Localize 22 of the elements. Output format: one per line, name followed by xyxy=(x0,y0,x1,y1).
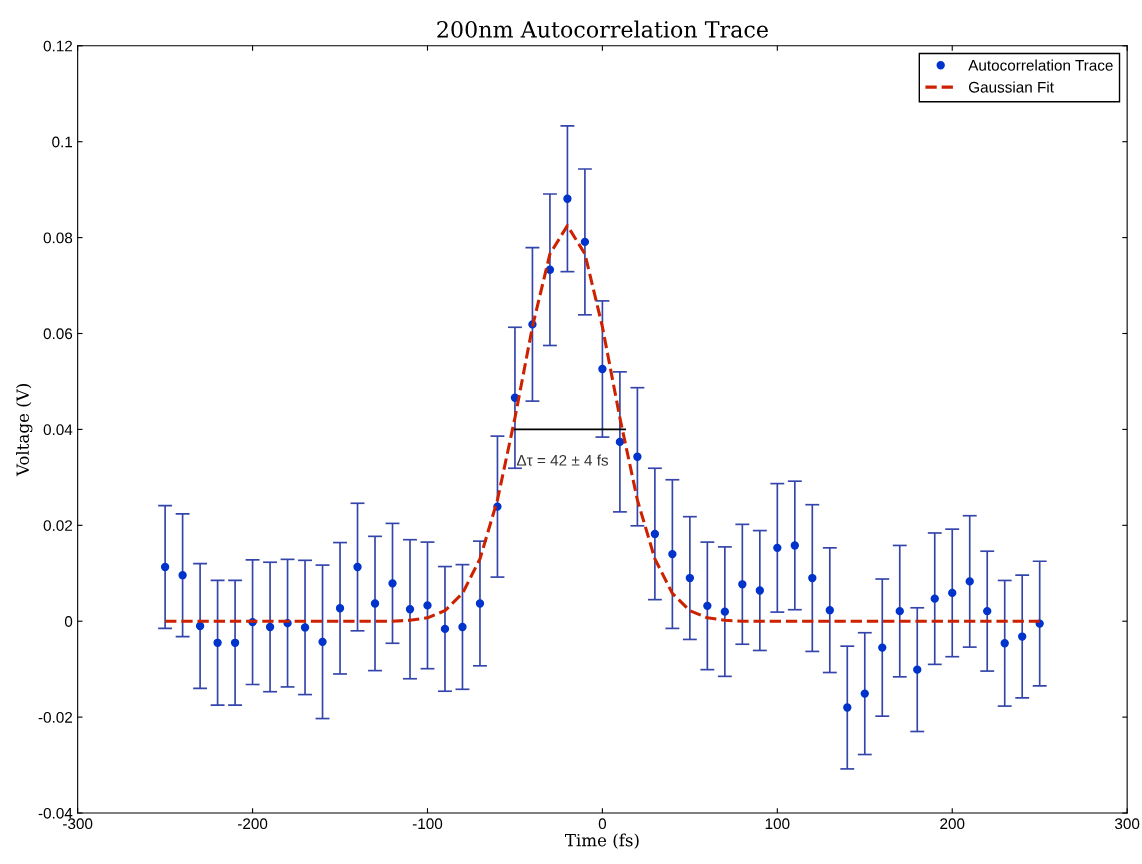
y-tick-label: 0.08 xyxy=(43,232,73,244)
x-tick-label: 0 xyxy=(598,818,607,830)
legend-label: Gaussian Fit xyxy=(968,81,1054,93)
y-tick-label: 0 xyxy=(64,616,73,627)
y-tick-label: 0.06 xyxy=(43,328,73,340)
y-tick-label: 0.1 xyxy=(52,136,73,148)
annotation: Δτ = 42 ± 4 fs xyxy=(516,454,609,466)
x-tick-label: 300 xyxy=(1114,818,1140,830)
x-tick-label: -300 xyxy=(63,818,93,830)
legend-label: Autocorrelation Trace xyxy=(968,59,1113,71)
x-tick-label: 200 xyxy=(940,818,965,830)
y-tick-label: 0.02 xyxy=(43,520,73,531)
x-tick-label: -100 xyxy=(412,818,443,830)
y-tick-label: 0.12 xyxy=(43,40,73,52)
y-axis-title: Voltage (V) xyxy=(16,384,33,477)
x-axis-title: Time (fs) xyxy=(565,833,639,849)
y-tick-label: -0.04 xyxy=(38,807,73,819)
chart-title: 200nm Autocorrelation Trace xyxy=(437,20,768,38)
y-tick-label: -0.02 xyxy=(38,711,73,723)
y-tick-label: 0.04 xyxy=(43,424,73,436)
x-tick-label: -200 xyxy=(237,818,268,830)
x-tick-label: 100 xyxy=(765,818,790,830)
